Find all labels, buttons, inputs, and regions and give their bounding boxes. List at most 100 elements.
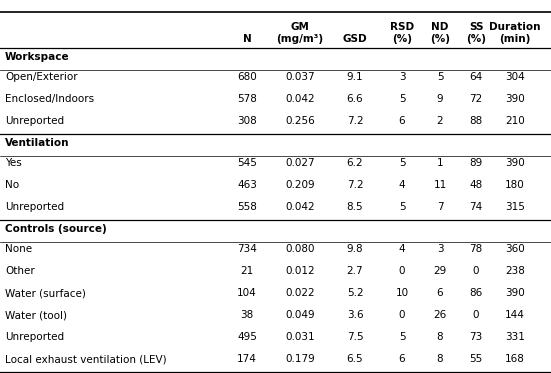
Text: Duration: Duration — [489, 22, 541, 32]
Text: 0: 0 — [399, 266, 405, 276]
Text: 390: 390 — [505, 94, 525, 104]
Text: Workspace: Workspace — [5, 52, 69, 62]
Text: 545: 545 — [237, 158, 257, 168]
Text: 680: 680 — [237, 72, 257, 82]
Text: 331: 331 — [505, 332, 525, 342]
Text: 308: 308 — [237, 116, 257, 126]
Text: 0.022: 0.022 — [285, 288, 315, 298]
Text: 7.5: 7.5 — [347, 332, 363, 342]
Text: 8: 8 — [437, 354, 444, 364]
Text: Water (surface): Water (surface) — [5, 288, 86, 298]
Text: GSD: GSD — [343, 34, 368, 44]
Text: 78: 78 — [469, 244, 483, 254]
Text: 0: 0 — [399, 310, 405, 320]
Text: 104: 104 — [237, 288, 257, 298]
Text: 1: 1 — [437, 158, 444, 168]
Text: ND: ND — [431, 22, 449, 32]
Text: 0: 0 — [473, 310, 479, 320]
Text: 48: 48 — [469, 180, 483, 190]
Text: 6.6: 6.6 — [347, 94, 363, 104]
Text: 0.080: 0.080 — [285, 244, 315, 254]
Text: 495: 495 — [237, 332, 257, 342]
Text: 238: 238 — [505, 266, 525, 276]
Text: 304: 304 — [505, 72, 525, 82]
Text: RSD: RSD — [390, 22, 414, 32]
Text: (%): (%) — [466, 34, 486, 44]
Text: GM: GM — [290, 22, 310, 32]
Text: 9.8: 9.8 — [347, 244, 363, 254]
Text: 0.179: 0.179 — [285, 354, 315, 364]
Text: 89: 89 — [469, 158, 483, 168]
Text: 6: 6 — [437, 288, 444, 298]
Text: 88: 88 — [469, 116, 483, 126]
Text: 578: 578 — [237, 94, 257, 104]
Text: 4: 4 — [399, 180, 406, 190]
Text: 72: 72 — [469, 94, 483, 104]
Text: 9: 9 — [437, 94, 444, 104]
Text: 86: 86 — [469, 288, 483, 298]
Text: 0.042: 0.042 — [285, 202, 315, 212]
Text: 26: 26 — [434, 310, 447, 320]
Text: 0.031: 0.031 — [285, 332, 315, 342]
Text: 168: 168 — [505, 354, 525, 364]
Text: 10: 10 — [396, 288, 408, 298]
Text: N: N — [242, 34, 251, 44]
Text: 7.2: 7.2 — [347, 116, 363, 126]
Text: 73: 73 — [469, 332, 483, 342]
Text: 0: 0 — [473, 266, 479, 276]
Text: 64: 64 — [469, 72, 483, 82]
Text: 29: 29 — [434, 266, 447, 276]
Text: 5: 5 — [399, 158, 406, 168]
Text: 21: 21 — [240, 266, 253, 276]
Text: 463: 463 — [237, 180, 257, 190]
Text: 2: 2 — [437, 116, 444, 126]
Text: 74: 74 — [469, 202, 483, 212]
Text: 174: 174 — [237, 354, 257, 364]
Text: Controls (source): Controls (source) — [5, 224, 107, 234]
Text: 8: 8 — [437, 332, 444, 342]
Text: 360: 360 — [505, 244, 525, 254]
Text: 315: 315 — [505, 202, 525, 212]
Text: 2.7: 2.7 — [347, 266, 363, 276]
Text: 144: 144 — [505, 310, 525, 320]
Text: None: None — [5, 244, 32, 254]
Text: 5.2: 5.2 — [347, 288, 363, 298]
Text: (%): (%) — [392, 34, 412, 44]
Text: 6.2: 6.2 — [347, 158, 363, 168]
Text: 6.5: 6.5 — [347, 354, 363, 364]
Text: 210: 210 — [505, 116, 525, 126]
Text: 0.027: 0.027 — [285, 158, 315, 168]
Text: 11: 11 — [434, 180, 447, 190]
Text: Yes: Yes — [5, 158, 21, 168]
Text: 0.256: 0.256 — [285, 116, 315, 126]
Text: Ventilation: Ventilation — [5, 138, 69, 148]
Text: Open/Exterior: Open/Exterior — [5, 72, 78, 82]
Text: 6: 6 — [399, 354, 406, 364]
Text: 0.049: 0.049 — [285, 310, 315, 320]
Text: 0.037: 0.037 — [285, 72, 315, 82]
Text: 3: 3 — [437, 244, 444, 254]
Text: 7.2: 7.2 — [347, 180, 363, 190]
Text: Other: Other — [5, 266, 35, 276]
Text: 5: 5 — [437, 72, 444, 82]
Text: Unreported: Unreported — [5, 116, 64, 126]
Text: 4: 4 — [399, 244, 406, 254]
Text: 734: 734 — [237, 244, 257, 254]
Text: 0.012: 0.012 — [285, 266, 315, 276]
Text: No: No — [5, 180, 19, 190]
Text: Unreported: Unreported — [5, 332, 64, 342]
Text: 8.5: 8.5 — [347, 202, 363, 212]
Text: 5: 5 — [399, 94, 406, 104]
Text: 6: 6 — [399, 116, 406, 126]
Text: Water (tool): Water (tool) — [5, 310, 67, 320]
Text: 38: 38 — [240, 310, 253, 320]
Text: 5: 5 — [399, 202, 406, 212]
Text: Local exhaust ventilation (LEV): Local exhaust ventilation (LEV) — [5, 354, 166, 364]
Text: 55: 55 — [469, 354, 483, 364]
Text: 0.209: 0.209 — [285, 180, 315, 190]
Text: (%): (%) — [430, 34, 450, 44]
Text: 390: 390 — [505, 158, 525, 168]
Text: 7: 7 — [437, 202, 444, 212]
Text: SS: SS — [469, 22, 483, 32]
Text: 5: 5 — [399, 332, 406, 342]
